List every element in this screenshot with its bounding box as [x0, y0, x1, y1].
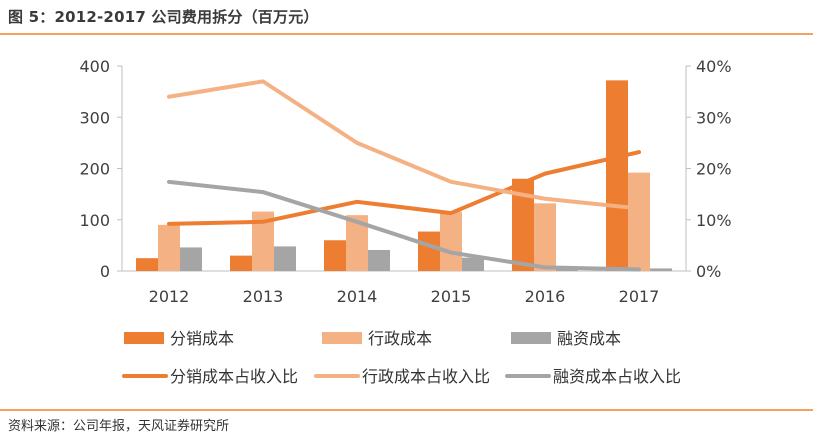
- source-note: 资料来源：公司年报，天风证券研究所: [8, 419, 230, 434]
- right-axis-tick-label: 30%: [696, 108, 732, 127]
- x-axis-tick-label: 2016: [525, 287, 566, 306]
- bar: [650, 268, 672, 271]
- bar: [324, 240, 346, 271]
- bar: [346, 215, 368, 271]
- bar: [180, 247, 202, 271]
- chart-axes: 0 100 200 300 400 0% 10% 20% 30% 40% 2012 2013 2014 2…: [79, 57, 731, 306]
- bar: [252, 211, 274, 271]
- legend-label: 分销成本占收入比: [170, 367, 298, 386]
- left-axis-tick-label: 300: [79, 108, 110, 127]
- right-axis-tick-label: 0%: [696, 262, 721, 281]
- bar: [368, 249, 390, 271]
- series-line: [167, 79, 641, 211]
- x-axis-tick-label: 2012: [149, 287, 190, 306]
- legend-label: 融资成本占收入比: [553, 367, 681, 386]
- right-axis-tick-label: 10%: [696, 211, 732, 230]
- right-axis-tick-label: 40%: [696, 57, 732, 76]
- legend-label: 融资成本: [557, 329, 621, 348]
- left-axis-tick-label: 200: [79, 160, 110, 179]
- legend-label: 行政成本: [368, 329, 432, 348]
- bar: [606, 80, 628, 271]
- chart-lines: [167, 79, 641, 272]
- bottom-divider: [0, 409, 813, 411]
- right-axis-tick-label: 20%: [696, 160, 732, 179]
- legend-swatch: [322, 332, 362, 344]
- x-axis-tick-label: 2015: [431, 287, 472, 306]
- bar: [440, 211, 462, 271]
- bar: [274, 246, 296, 271]
- left-axis-tick-label: 0: [100, 262, 110, 281]
- chart-bars: [136, 80, 672, 271]
- top-divider: [0, 33, 813, 35]
- x-axis-tick-label: 2017: [619, 287, 660, 306]
- bar: [628, 172, 650, 271]
- bar: [512, 178, 534, 271]
- series-line: [167, 179, 641, 272]
- bar: [462, 257, 484, 271]
- bar: [158, 224, 180, 271]
- series-line: [167, 150, 641, 226]
- left-axis-tick-label: 400: [79, 57, 110, 76]
- chart-title: 图 5：2012-2017 公司费用拆分（百万元）: [8, 8, 319, 26]
- legend-swatch: [511, 332, 551, 344]
- legend-swatch: [124, 332, 164, 344]
- left-axis-tick-label: 100: [79, 211, 110, 230]
- bar: [418, 231, 440, 271]
- bar: [230, 255, 252, 271]
- x-axis-tick-label: 2014: [337, 287, 378, 306]
- x-axis-tick-label: 2013: [243, 287, 284, 306]
- bar: [534, 203, 556, 271]
- bar: [136, 258, 158, 271]
- legend-label: 分销成本: [170, 329, 234, 348]
- legend-label: 行政成本占收入比: [362, 367, 490, 386]
